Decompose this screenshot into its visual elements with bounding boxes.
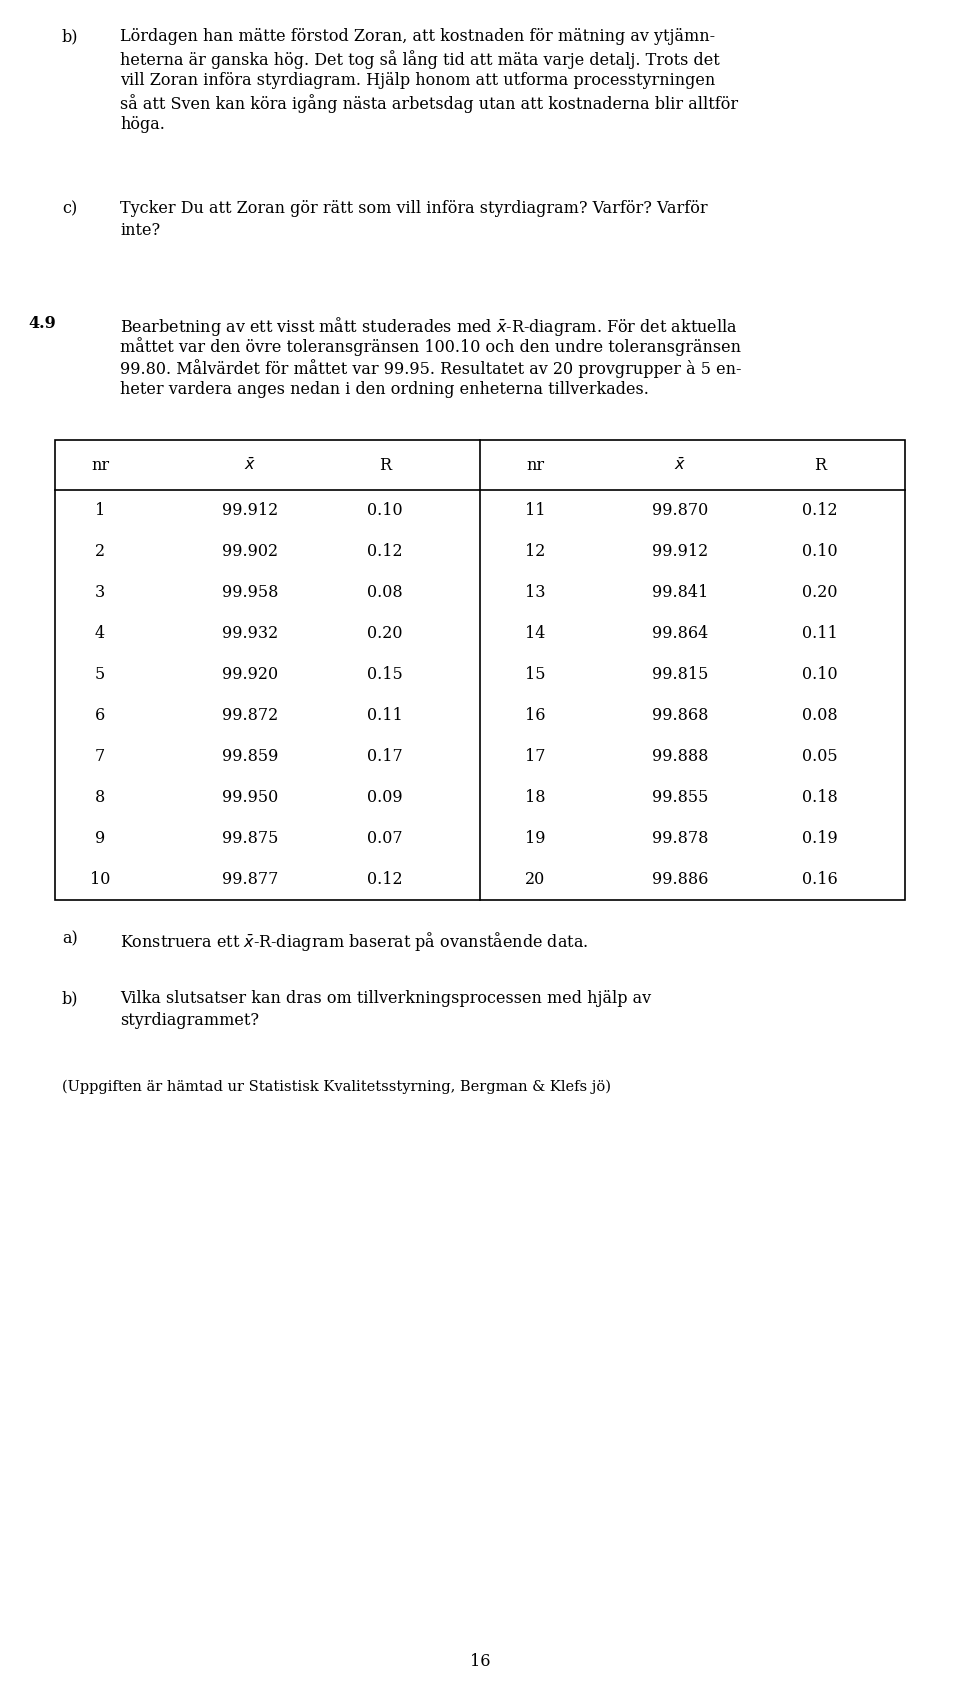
Text: 15: 15: [525, 666, 545, 683]
Text: 16: 16: [525, 707, 545, 724]
Text: 0.12: 0.12: [367, 542, 403, 559]
Text: 11: 11: [525, 502, 545, 518]
Text: Vilka slutsatser kan dras om tillverkningsprocessen med hjälp av: Vilka slutsatser kan dras om tillverknin…: [120, 989, 651, 1006]
Text: 5: 5: [95, 666, 106, 683]
Text: 2: 2: [95, 542, 105, 559]
Text: 20: 20: [525, 870, 545, 887]
Text: $\bar{x}$: $\bar{x}$: [244, 457, 256, 474]
Text: 17: 17: [525, 748, 545, 765]
Text: 0.11: 0.11: [367, 707, 403, 724]
Text: 0.08: 0.08: [367, 585, 403, 602]
Text: 99.920: 99.920: [222, 666, 278, 683]
Text: 99.950: 99.950: [222, 789, 278, 806]
Text: 99.877: 99.877: [222, 870, 278, 887]
Text: 0.10: 0.10: [803, 542, 838, 559]
Text: 99.855: 99.855: [652, 789, 708, 806]
Text: R: R: [814, 457, 826, 474]
Text: 99.870: 99.870: [652, 502, 708, 518]
Text: inte?: inte?: [120, 223, 160, 240]
Text: c): c): [62, 201, 77, 218]
Text: 0.09: 0.09: [367, 789, 403, 806]
Text: 0.20: 0.20: [803, 585, 838, 602]
Text: 0.05: 0.05: [803, 748, 838, 765]
Text: 14: 14: [525, 626, 545, 643]
Text: 13: 13: [525, 585, 545, 602]
Text: måttet var den övre toleransgränsen 100.10 och den undre toleransgränsen: måttet var den övre toleransgränsen 100.…: [120, 337, 741, 355]
Text: så att Sven kan köra igång nästa arbetsdag utan att kostnaderna blir alltför: så att Sven kan köra igång nästa arbetsd…: [120, 94, 738, 112]
Text: 99.912: 99.912: [222, 502, 278, 518]
Text: nr: nr: [91, 457, 109, 474]
Text: 9: 9: [95, 830, 106, 847]
Text: 99.841: 99.841: [652, 585, 708, 602]
Text: 0.10: 0.10: [367, 502, 403, 518]
Text: 0.10: 0.10: [803, 666, 838, 683]
Text: b): b): [62, 989, 79, 1006]
Text: 99.958: 99.958: [222, 585, 278, 602]
Text: Konstruera ett $\bar{x}$-R-diagram baserat på ovanstående data.: Konstruera ett $\bar{x}$-R-diagram baser…: [120, 930, 588, 954]
Text: 12: 12: [525, 542, 545, 559]
Text: R: R: [379, 457, 391, 474]
Text: 0.17: 0.17: [367, 748, 403, 765]
Text: 7: 7: [95, 748, 106, 765]
Text: 0.11: 0.11: [803, 626, 838, 643]
Text: b): b): [62, 27, 79, 44]
Text: 99.875: 99.875: [222, 830, 278, 847]
Text: 99.902: 99.902: [222, 542, 278, 559]
Text: Bearbetning av ett visst mått studerades med $\bar{x}$-R-diagram. För det aktuel: Bearbetning av ett visst mått studerades…: [120, 314, 737, 338]
Text: 0.12: 0.12: [803, 502, 838, 518]
Text: 0.16: 0.16: [803, 870, 838, 887]
Text: vill Zoran införa styrdiagram. Hjälp honom att utforma processtyrningen: vill Zoran införa styrdiagram. Hjälp hon…: [120, 71, 715, 88]
Text: 0.12: 0.12: [367, 870, 403, 887]
Text: 99.872: 99.872: [222, 707, 278, 724]
Text: 99.878: 99.878: [652, 830, 708, 847]
Text: 3: 3: [95, 585, 106, 602]
Text: 99.868: 99.868: [652, 707, 708, 724]
Text: 4: 4: [95, 626, 105, 643]
Text: 99.886: 99.886: [652, 870, 708, 887]
Text: 18: 18: [525, 789, 545, 806]
Text: Tycker Du att Zoran gör rätt som vill införa styrdiagram? Varför? Varför: Tycker Du att Zoran gör rätt som vill in…: [120, 201, 708, 218]
Text: 0.08: 0.08: [803, 707, 838, 724]
Text: $\bar{x}$: $\bar{x}$: [674, 457, 686, 474]
Text: 0.19: 0.19: [803, 830, 838, 847]
Text: heterna är ganska hög. Det tog så lång tid att mäta varje detalj. Trots det: heterna är ganska hög. Det tog så lång t…: [120, 49, 720, 70]
Text: styrdiagrammet?: styrdiagrammet?: [120, 1012, 259, 1028]
Text: a): a): [62, 930, 78, 947]
Text: Lördagen han mätte förstod Zoran, att kostnaden för mätning av ytjämn-: Lördagen han mätte förstod Zoran, att ko…: [120, 27, 715, 44]
Text: 99.859: 99.859: [222, 748, 278, 765]
Text: 99.912: 99.912: [652, 542, 708, 559]
Text: 0.20: 0.20: [368, 626, 403, 643]
Text: 4.9: 4.9: [28, 314, 56, 332]
Text: 99.80. Målvärdet för måttet var 99.95. Resultatet av 20 provgrupper à 5 en-: 99.80. Målvärdet för måttet var 99.95. R…: [120, 359, 741, 377]
Text: 0.07: 0.07: [367, 830, 403, 847]
Text: höga.: höga.: [120, 116, 165, 133]
Text: 6: 6: [95, 707, 106, 724]
Bar: [55, 440, 905, 899]
Text: 10: 10: [90, 870, 110, 887]
Text: 16: 16: [469, 1652, 491, 1669]
Text: nr: nr: [526, 457, 544, 474]
Text: (Uppgiften är hämtad ur Statistisk Kvalitetsstyrning, Bergman & Klefs jö): (Uppgiften är hämtad ur Statistisk Kvali…: [62, 1080, 611, 1095]
Text: 19: 19: [525, 830, 545, 847]
Text: 99.932: 99.932: [222, 626, 278, 643]
Text: 99.864: 99.864: [652, 626, 708, 643]
Text: 99.815: 99.815: [652, 666, 708, 683]
Text: 99.888: 99.888: [652, 748, 708, 765]
Text: 0.15: 0.15: [367, 666, 403, 683]
Text: 0.18: 0.18: [803, 789, 838, 806]
Text: 8: 8: [95, 789, 106, 806]
Text: heter vardera anges nedan i den ordning enheterna tillverkades.: heter vardera anges nedan i den ordning …: [120, 381, 649, 398]
Text: 1: 1: [95, 502, 106, 518]
